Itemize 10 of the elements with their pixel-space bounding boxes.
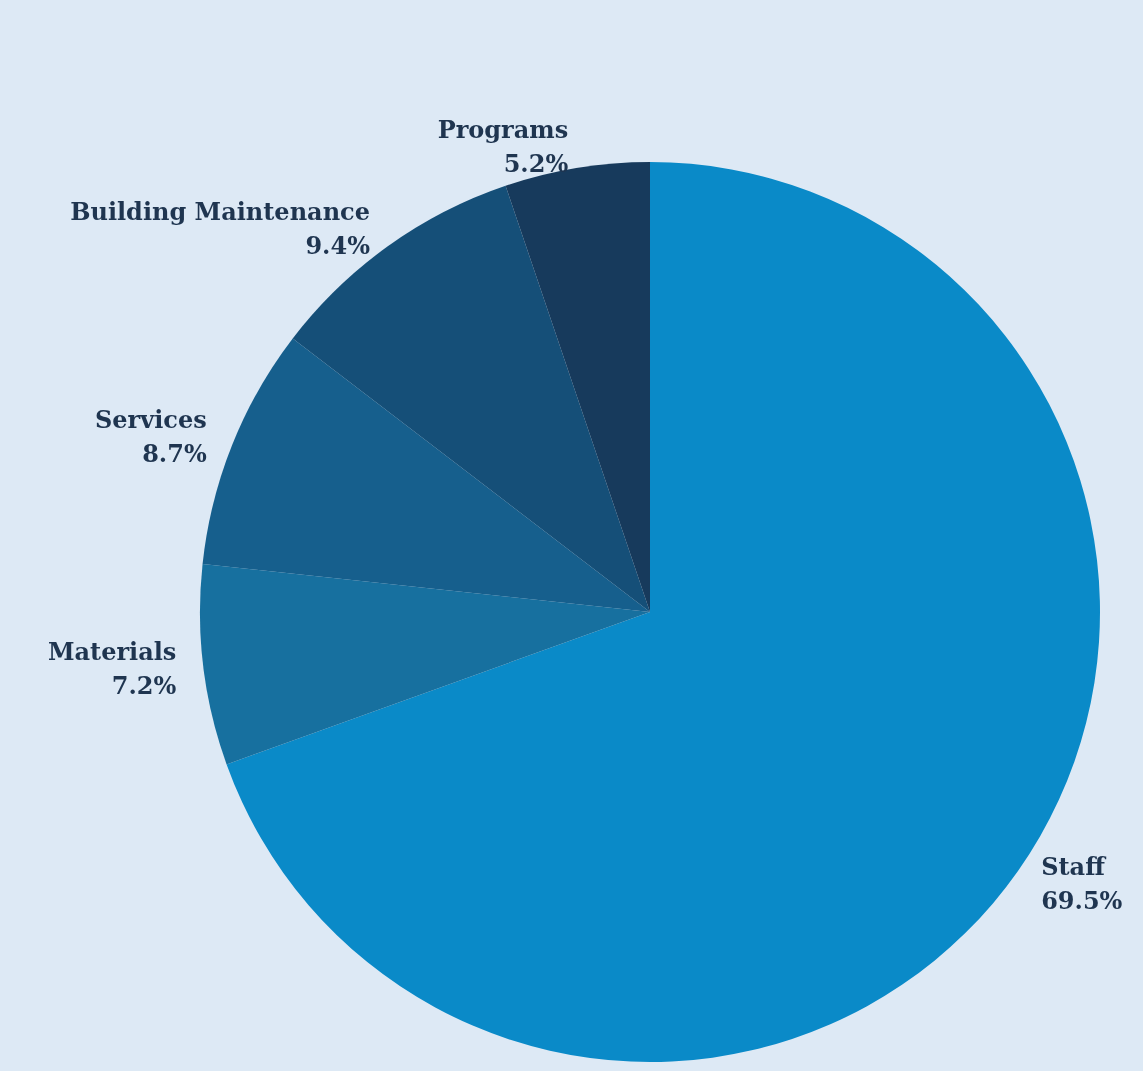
- slice-label: Staff: [1041, 851, 1107, 881]
- slice-label: Programs: [437, 114, 569, 144]
- data-label: 5.2%: [503, 148, 569, 178]
- slice-label: Materials: [47, 636, 177, 666]
- data-label: 9.4%: [305, 230, 371, 260]
- data-label: 69.5%: [1041, 885, 1123, 915]
- slice-label: Services: [94, 405, 207, 435]
- data-label: 7.2%: [111, 670, 177, 700]
- slice-label: Building Maintenance: [70, 196, 370, 226]
- data-label: 8.7%: [142, 439, 207, 469]
